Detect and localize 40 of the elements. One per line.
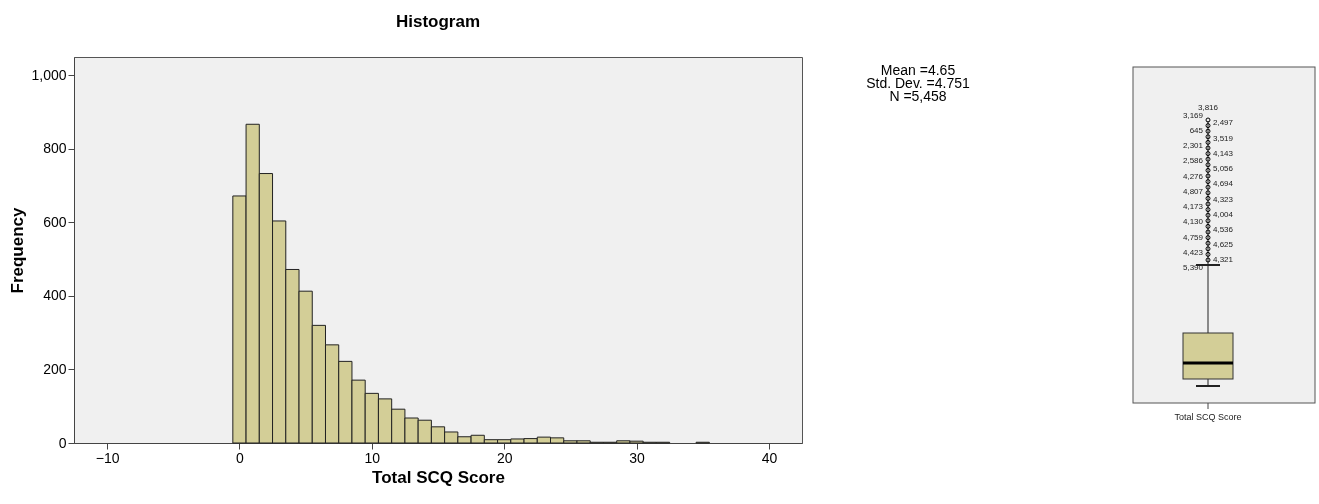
y-tick-label: 1,000	[31, 66, 67, 83]
x-tick-label: 10	[364, 449, 381, 466]
y-tick-label: 800	[43, 140, 67, 157]
text: 4,323	[1213, 194, 1234, 204]
y-tick-label: 200	[43, 360, 67, 377]
text: 4,807	[1182, 186, 1204, 196]
text: 4,759	[1182, 232, 1204, 242]
y-tick-label: 0	[58, 434, 67, 451]
text: 4,625	[1213, 240, 1234, 250]
y-axis-title: Frequency	[8, 206, 28, 294]
text: 2,301	[1182, 141, 1204, 151]
text: 3,169	[1182, 110, 1204, 120]
text: 3,519	[1213, 133, 1234, 143]
x-tick-label: −10	[95, 449, 120, 466]
text: 4,276	[1182, 171, 1204, 181]
text: 4,130	[1182, 217, 1204, 227]
x-axis-title: Total SCQ Score	[372, 467, 505, 487]
chart-title: Histogram	[395, 12, 481, 31]
text: 2,497	[1213, 118, 1234, 128]
y-tick-label: 600	[43, 213, 67, 230]
text: 4,004	[1213, 209, 1234, 219]
x-tick-label: 30	[629, 449, 646, 466]
text: 4,321	[1213, 255, 1234, 265]
x-tick-label: 20	[496, 449, 513, 466]
text: 4,536	[1213, 225, 1234, 235]
text: 5,056	[1213, 164, 1234, 174]
text: N =5,458	[889, 88, 947, 105]
text: 4,694	[1213, 179, 1234, 189]
x-tick-label: 0	[236, 449, 245, 466]
y-tick-label: 400	[43, 287, 67, 304]
text: 3,816	[1197, 103, 1219, 113]
text: 4,423	[1182, 247, 1204, 257]
text: 4,173	[1182, 202, 1204, 212]
text: Total SCQ Score	[1174, 412, 1242, 422]
x-tick-label: 40	[761, 449, 778, 466]
text: Mean =4.65	[880, 61, 956, 78]
text: 645	[1189, 125, 1204, 135]
text: 2,586	[1182, 156, 1204, 166]
text: Std. Dev. =4.751	[866, 75, 971, 91]
text: 4,143	[1213, 148, 1234, 158]
